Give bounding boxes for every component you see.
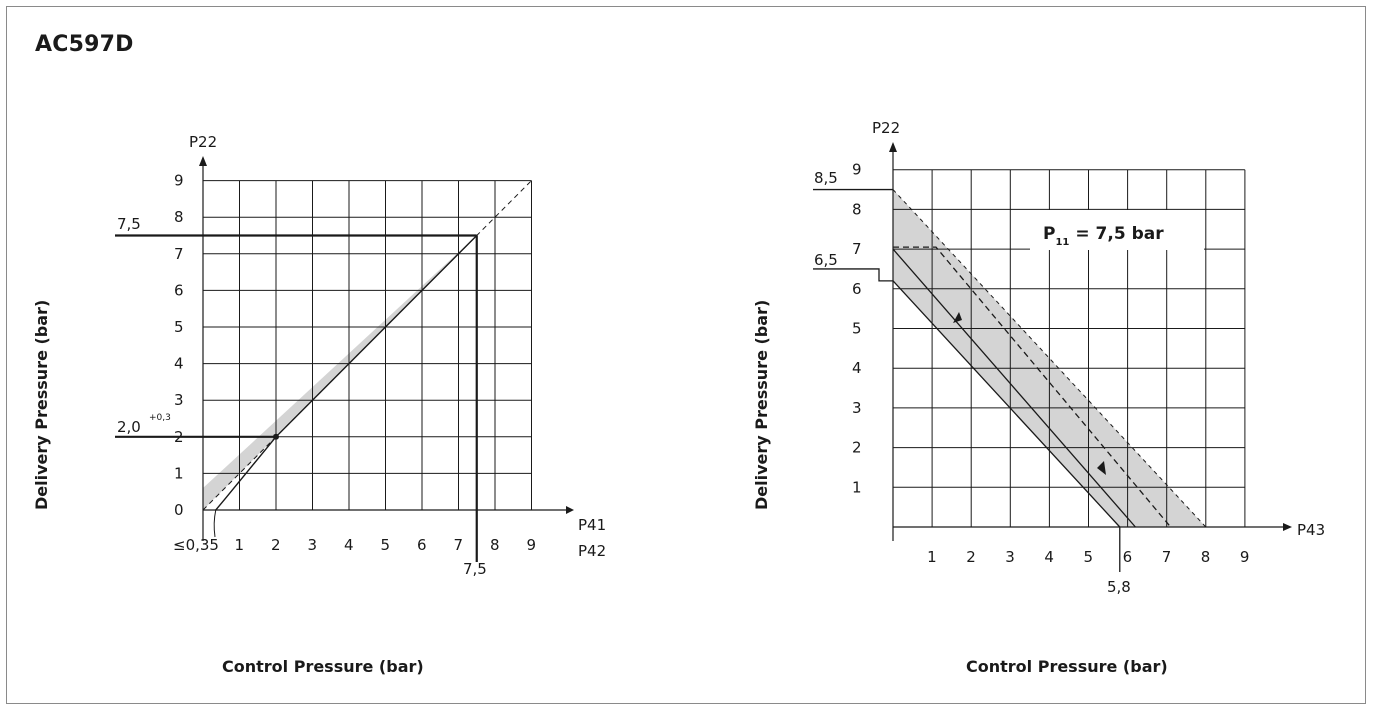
y-tick-label: 6 bbox=[852, 280, 862, 298]
y-tick-label: 9 bbox=[852, 161, 862, 179]
y-tick-label: 4 bbox=[852, 359, 862, 377]
chart-right: 1 2 3 4 5 6 7 8 9 1 2 3 4 5 6 7 8 9 P11 = 7,5 bar Delivery… bbox=[752, 119, 1325, 676]
x-tick-label: 3 bbox=[308, 536, 318, 554]
characteristic-curve bbox=[215, 235, 478, 511]
annotation-x-5-8: 5,8 bbox=[1107, 578, 1131, 596]
x-tick-label: 1 bbox=[927, 548, 937, 566]
y-tick-label: 8 bbox=[174, 208, 184, 226]
legend-sub: 11 bbox=[1055, 237, 1069, 248]
y-tick-label: 5 bbox=[852, 320, 862, 338]
x-origin-label: ≤0,35 bbox=[173, 536, 219, 554]
annotation-y-2-0-sup: +0,3 bbox=[149, 413, 171, 423]
y-tick-label: 3 bbox=[852, 399, 862, 417]
y-tick-label: 0 bbox=[174, 501, 184, 519]
falling-characteristic-dashed bbox=[893, 246, 1172, 528]
y-axis-title: Delivery Pressure (bar) bbox=[32, 300, 51, 510]
x-tick-label: 8 bbox=[1201, 548, 1211, 566]
y-tick-label: 9 bbox=[174, 172, 184, 190]
arrow-down bbox=[1097, 461, 1106, 475]
annotation-x-7-5: 7,5 bbox=[463, 560, 487, 578]
x-axis-arrow bbox=[1283, 523, 1292, 531]
legend-value: = 7,5 bar bbox=[1075, 224, 1164, 244]
y-tick-label: 7 bbox=[174, 245, 184, 263]
x-tick-label: 2 bbox=[271, 536, 281, 554]
x-tick-label: 2 bbox=[966, 548, 976, 566]
rising-characteristic bbox=[892, 248, 1136, 528]
x-axis-arrow bbox=[566, 506, 574, 514]
y-axis-title: Delivery Pressure (bar) bbox=[752, 300, 771, 510]
lower-boundary-line bbox=[892, 280, 1121, 528]
legend-p: P bbox=[1043, 224, 1055, 244]
x-axis-title: Control Pressure (bar) bbox=[222, 657, 424, 676]
x-tick-label: 3 bbox=[1005, 548, 1015, 566]
y-tick-label: 3 bbox=[174, 391, 184, 409]
x-tick-label: 1 bbox=[235, 536, 245, 554]
y-tick-label: 6 bbox=[174, 281, 184, 299]
reference-line-6-5 bbox=[813, 268, 893, 282]
x-axis-name-1: P41 bbox=[578, 516, 606, 534]
x-axis-name-2: P42 bbox=[578, 542, 606, 560]
reference-point bbox=[273, 433, 279, 440]
arrow-up bbox=[953, 312, 962, 323]
x-tick-label: 9 bbox=[527, 536, 537, 554]
x-tick-label: 6 bbox=[417, 536, 427, 554]
y-tick-label: 1 bbox=[174, 464, 184, 482]
x-axis-name: P43 bbox=[1297, 521, 1325, 539]
y-axis-name: P22 bbox=[872, 119, 900, 137]
annotation-y-8-5: 8,5 bbox=[814, 169, 838, 187]
y-tick-label: 7 bbox=[852, 240, 862, 258]
annotation-y-7-5: 7,5 bbox=[117, 215, 141, 233]
x-tick-label: 4 bbox=[344, 536, 354, 554]
annotation-y-2-0: 2,0 bbox=[117, 418, 141, 436]
page-title: AC597D bbox=[35, 32, 134, 57]
x-tick-label: 5 bbox=[1084, 548, 1094, 566]
legend-label: P11 = 7,5 bar bbox=[1043, 224, 1164, 248]
x-tick-label: 8 bbox=[490, 536, 500, 554]
x-tick-label: 5 bbox=[381, 536, 391, 554]
x-tick-label: 9 bbox=[1240, 548, 1250, 566]
x-axis-title: Control Pressure (bar) bbox=[966, 657, 1168, 676]
y-tick-label: 8 bbox=[852, 200, 862, 218]
x-tick-label: 7 bbox=[1162, 548, 1172, 566]
legend-box bbox=[1030, 210, 1204, 250]
grid-lines bbox=[199, 156, 574, 541]
y-axis-arrow bbox=[889, 142, 897, 152]
y-tick-label: 5 bbox=[174, 318, 184, 336]
series-lines bbox=[813, 188, 1207, 572]
figure-frame bbox=[6, 6, 1366, 704]
origin-leader bbox=[213, 509, 217, 538]
chart-left: 0 1 2 3 4 5 6 7 8 9 1 2 3 4 5 6 7 8 9 Delivery Pressure (b… bbox=[32, 133, 606, 676]
x-tick-label: 7 bbox=[454, 536, 464, 554]
x-tick-label: 6 bbox=[1123, 548, 1133, 566]
y-axis-arrow bbox=[199, 156, 207, 166]
y-tick-label: 2 bbox=[174, 428, 184, 446]
y-tick-label: 2 bbox=[852, 439, 862, 457]
y-axis-name: P22 bbox=[189, 133, 217, 151]
series-lines bbox=[115, 180, 532, 562]
tick-labels: 1 2 3 4 5 6 7 8 9 1 2 3 4 5 6 7 8 9 bbox=[852, 161, 1249, 566]
y-tick-label: 4 bbox=[174, 355, 184, 373]
annotation-y-6-5: 6,5 bbox=[814, 251, 838, 269]
tick-labels: 0 1 2 3 4 5 6 7 8 9 1 2 3 4 5 6 7 8 9 bbox=[174, 172, 536, 554]
x-tick-label: 4 bbox=[1044, 548, 1054, 566]
y-tick-label: 1 bbox=[852, 478, 862, 496]
